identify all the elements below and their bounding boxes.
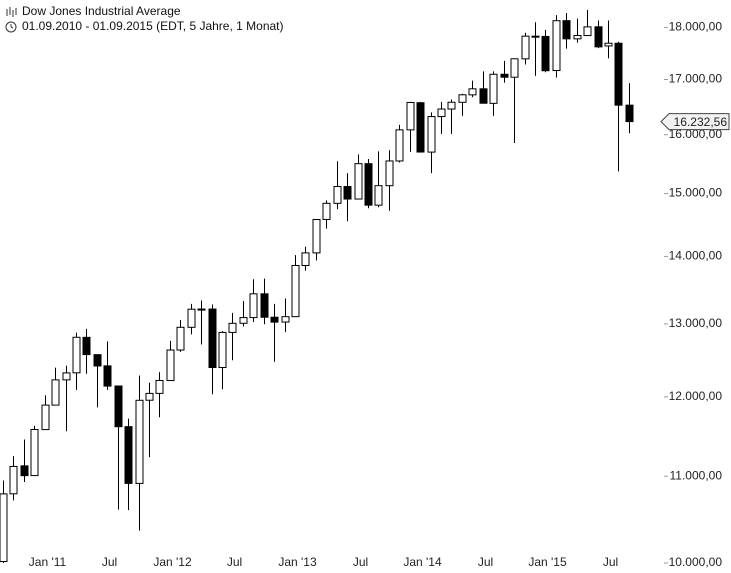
candle-body (364, 163, 373, 206)
candle-body (135, 399, 144, 484)
y-tick-label: 10.000,00 (669, 555, 723, 569)
candle-body (197, 308, 206, 311)
candle-body (72, 336, 81, 374)
candle-body (541, 35, 550, 72)
candle-body (458, 94, 467, 103)
candle-body (20, 465, 29, 477)
candle-body (437, 108, 446, 118)
candle-body (489, 73, 498, 104)
last-price-marker (660, 113, 730, 131)
x-tick-label: Jul (227, 555, 242, 569)
x-tick-label: Jul (603, 555, 618, 569)
candle-body (291, 265, 300, 318)
candle-body (416, 102, 425, 153)
x-tick-label: Jul (353, 555, 368, 569)
candle-body (301, 252, 310, 267)
candle-body (249, 293, 258, 319)
candle-body (176, 326, 185, 351)
candle-body (166, 349, 175, 382)
last-price-label: 16.232,56 (674, 115, 728, 129)
candle-body (562, 20, 571, 40)
candle-body (614, 42, 623, 106)
candle-body (573, 35, 582, 40)
candle-body (114, 385, 123, 428)
y-tick-label: 12.000,00 (669, 389, 723, 403)
candle-body (354, 163, 363, 200)
candle-body (594, 26, 603, 48)
candle-body (82, 336, 91, 356)
candle-body (395, 129, 404, 162)
candle-body (218, 331, 227, 369)
y-tick-label: 13.000,00 (669, 316, 723, 330)
x-tick-label: Jul (102, 555, 117, 569)
candle-body (103, 365, 112, 387)
x-tick-label: Jan '13 (278, 555, 317, 569)
candle-body (625, 104, 634, 123)
candle-body (62, 372, 71, 381)
candle-body (531, 35, 540, 38)
candle-body (343, 186, 352, 200)
candle-body (521, 35, 530, 60)
y-tick-label: 15.000,00 (669, 186, 723, 200)
chart-subtitle: 01.09.2010 - 01.09.2015 (EDT, 5 Jahre, 1… (22, 19, 284, 33)
candle-body (51, 379, 60, 406)
candle-body (145, 392, 154, 401)
candle-body (406, 101, 415, 131)
y-tick-label: 17.000,00 (669, 72, 723, 86)
candle-body (427, 116, 436, 153)
candle-body (239, 317, 248, 324)
candle-body (385, 160, 394, 187)
candle-body (468, 88, 477, 96)
y-tick-label: 14.000,00 (669, 249, 723, 263)
candle-body (155, 379, 164, 394)
candle-body (187, 308, 196, 328)
x-tick-label: Jan '14 (403, 555, 442, 569)
candle-body (270, 316, 279, 323)
candle-body (552, 20, 561, 71)
candle-body (333, 186, 342, 204)
x-tick-label: Jul (478, 555, 493, 569)
x-tick-label: Jan '15 (528, 555, 567, 569)
candle-body (583, 26, 592, 37)
candle-body (604, 42, 613, 47)
candle-body (374, 185, 383, 206)
y-tick-label: 16.000,00 (669, 127, 723, 141)
candle-body (479, 88, 488, 104)
candle-body (93, 354, 102, 367)
candle-body (0, 493, 8, 563)
x-tick-label: Jan '11 (29, 555, 67, 569)
candle-body (228, 322, 237, 333)
candle-body (260, 293, 269, 318)
candle-body (30, 428, 39, 477)
candle-body (447, 101, 456, 110)
x-tick-label: Jan '12 (153, 555, 192, 569)
candle-body (41, 404, 50, 431)
candle-body (510, 58, 519, 78)
candle-body (312, 218, 321, 254)
y-tick-label: 11.000,00 (670, 468, 723, 482)
y-tick-label: 18.000,00 (669, 20, 723, 34)
header-icon (5, 7, 17, 33)
candle-body (322, 202, 331, 220)
chart-title: Dow Jones Industrial Average (22, 4, 181, 18)
candle-body (208, 308, 217, 369)
candle-body (500, 73, 509, 78)
candle-body (124, 426, 133, 484)
candle-body (281, 316, 290, 323)
candle-body (9, 465, 18, 495)
